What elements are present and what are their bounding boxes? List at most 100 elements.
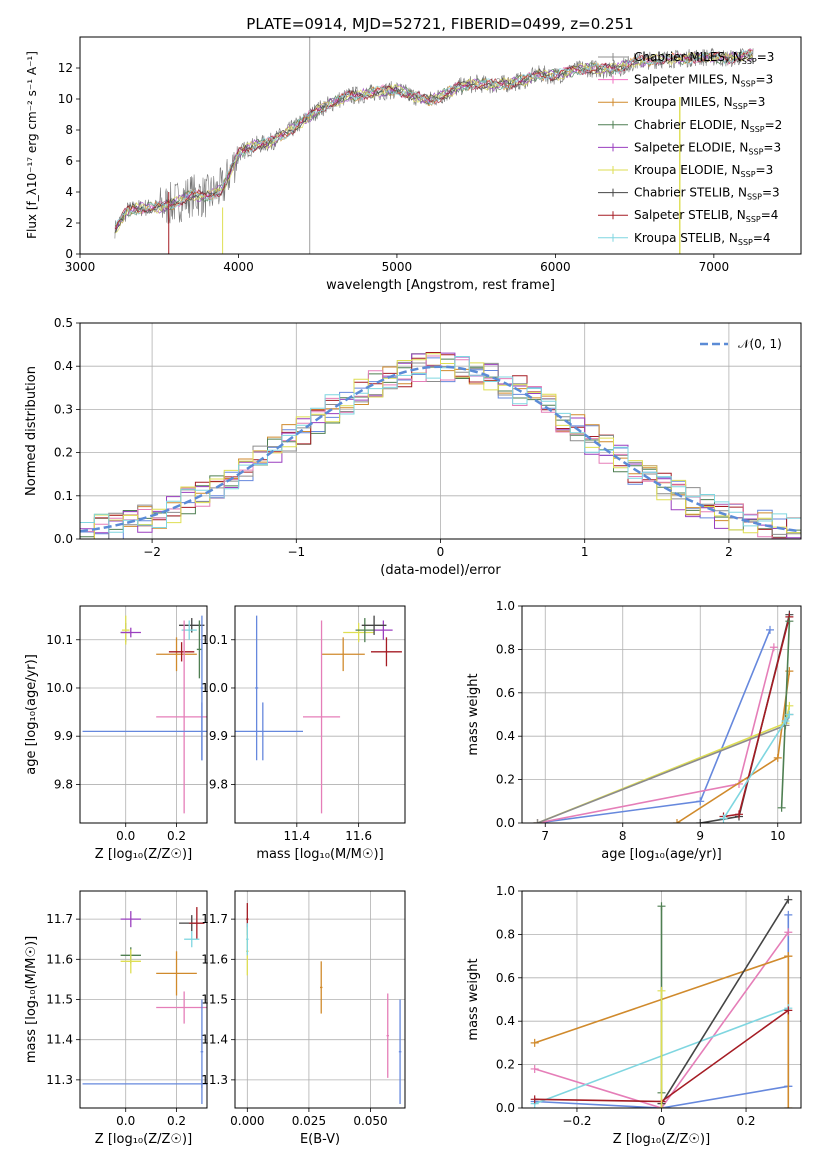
y-tick-label: 9.8	[54, 777, 73, 791]
panel-mass-weight-vs-Z: −0.2 0 0.2 0.0 0.2 0.4 0.6 0.8 1.0 Z [log₁₀(Z/Z☉)…	[466, 884, 802, 1147]
legend-label: Salpeter ELODIE, NSSP=3	[634, 140, 781, 156]
x-tick-label: 11.4	[283, 829, 310, 843]
plot-area	[533, 610, 794, 823]
plus-marker	[657, 902, 666, 911]
y-tick-label: 0.6	[496, 686, 515, 700]
x-tick-label: 10	[770, 829, 785, 843]
plus-marker	[784, 1006, 793, 1015]
legend-value: =3	[748, 95, 766, 109]
legend-label: Kroupa STELIB, NSSP=4	[634, 231, 771, 247]
y-tick-label: 11.7	[46, 912, 73, 926]
panel-age-vs-mass: 11.4 11.6 9.8 9.9 10.0 10.1 mass [log₁₀(M/M☉)]	[201, 605, 406, 862]
spectrum-legend: Chabrier MILES, NSSP=3 Salpeter MILES, NS…	[598, 50, 782, 247]
y-tick-label: 11.7	[201, 912, 228, 926]
plus-marker	[533, 819, 542, 823]
y-tick-label: 1.0	[496, 884, 515, 898]
y-tick-label: 10	[58, 92, 73, 106]
plus-marker	[785, 617, 794, 626]
panel-spectrum: 3000 4000 5000 6000 7000 0 2 4 6 8 10 12 wavelength …	[25, 36, 802, 293]
mass-weight-line	[722, 714, 791, 820]
y-tick-label: 11.6	[46, 952, 73, 966]
legend-value: =4	[753, 231, 771, 245]
y-tick-label: 0.3	[54, 402, 73, 416]
x-axis-label: age [log₁₀(age/yr)]	[601, 847, 722, 862]
y-tick-label: 0.2	[54, 446, 73, 460]
plus-marker	[784, 1104, 793, 1108]
legend-label: Salpeter MILES, NSSP=3	[634, 73, 773, 89]
y-tick-label: 8	[65, 123, 73, 137]
plus-marker	[657, 1104, 666, 1108]
legend-subscript: SSP	[741, 80, 756, 89]
plot-area	[82, 907, 207, 1104]
y-tick-label: 0.8	[496, 642, 515, 656]
x-axis-label: Z [log₁₀(Z/Z☉)]	[95, 847, 192, 862]
legend-subscript: SSP	[742, 57, 757, 66]
y-tick-label: 9.8	[209, 777, 228, 791]
y-tick-label: 1.0	[496, 599, 515, 613]
y-tick-label: 11.6	[201, 952, 228, 966]
y-tick-label: 11.4	[201, 1033, 228, 1047]
gaussian-curve	[80, 365, 801, 533]
legend-subscript: SSP	[750, 125, 765, 134]
axes-frame	[521, 605, 802, 824]
legend-subscript: SSP	[741, 170, 756, 179]
y-tick-label: 0.4	[496, 1014, 515, 1028]
legend-value: =4	[761, 208, 779, 222]
plot-area	[80, 352, 801, 539]
plus-marker	[784, 910, 793, 919]
y-tick-label: 0.5	[54, 316, 73, 330]
plus-marker	[784, 895, 793, 904]
x-axis-label: (data-model)/error	[380, 563, 501, 578]
y-tick-label: 9.9	[209, 729, 228, 743]
panel-mass-weight-vs-age: 7 8 9 10 0.0 0.2 0.4 0.6 0.8 1.0 age [log₁₀(age/yr…	[466, 599, 802, 862]
plus-marker	[657, 986, 666, 995]
histogram-step	[80, 353, 801, 539]
mass-weight-line	[660, 899, 789, 1105]
legend-subscript: SSP	[738, 238, 753, 247]
x-tick-label: 3000	[65, 260, 96, 274]
mass-weight-line	[534, 1085, 789, 1108]
plot-area	[82, 615, 207, 814]
plus-marker	[530, 1095, 539, 1104]
plus-marker	[766, 625, 774, 634]
plus-marker	[735, 810, 743, 819]
y-tick-label: 0.6	[496, 971, 515, 985]
x-tick-label: 7	[541, 829, 549, 843]
y-tick-label: 0.2	[496, 773, 515, 787]
legend-subscript: SSP	[748, 147, 763, 156]
plus-marker	[777, 803, 786, 812]
plus-marker	[784, 952, 793, 961]
x-tick-label: 0	[437, 545, 445, 559]
plus-marker	[769, 643, 778, 652]
x-tick-label: −2	[143, 545, 161, 559]
y-tick-label: 4	[65, 185, 73, 199]
x-axis-label: Z [log₁₀(Z/Z☉)]	[613, 1132, 710, 1147]
axes-frame	[79, 605, 208, 824]
y-tick-label: 0.4	[54, 359, 73, 373]
x-tick-label: 7000	[699, 260, 730, 274]
plus-marker	[673, 819, 681, 823]
panel-residuals: −2 −1 0 1 2 0.0 0.1 0.2 0.3 0.4 0.5 (data-model)/er…	[24, 316, 802, 578]
x-tick-label: 11.6	[345, 829, 372, 843]
x-tick-label: 1	[581, 545, 589, 559]
x-tick-label: 6000	[540, 260, 571, 274]
x-tick-label: −0.2	[562, 1114, 591, 1128]
y-tick-label: 10.1	[46, 633, 73, 647]
x-tick-label: 2	[725, 545, 733, 559]
x-tick-label: 8	[619, 829, 627, 843]
x-tick-label: 0.025	[292, 1114, 326, 1128]
y-tick-label: 11.5	[46, 993, 73, 1007]
legend-gaussian-label: 𝒩(0, 1)	[738, 337, 782, 351]
spectrum-model-line	[114, 49, 753, 226]
plot-area	[114, 37, 754, 254]
y-tick-label: 0	[65, 247, 73, 261]
y-tick-label: 11.4	[46, 1033, 73, 1047]
legend-label: Kroupa ELODIE, NSSP=3	[634, 163, 773, 179]
x-tick-label: 0	[658, 1114, 666, 1128]
plus-marker	[781, 717, 790, 726]
y-tick-label: 0.4	[496, 729, 515, 743]
axes-frame	[79, 890, 208, 1109]
y-axis-label: Flux [f_λ10⁻¹⁷ erg cm⁻² s⁻¹ A⁻¹]	[25, 51, 39, 239]
axes-frame	[234, 890, 406, 1109]
